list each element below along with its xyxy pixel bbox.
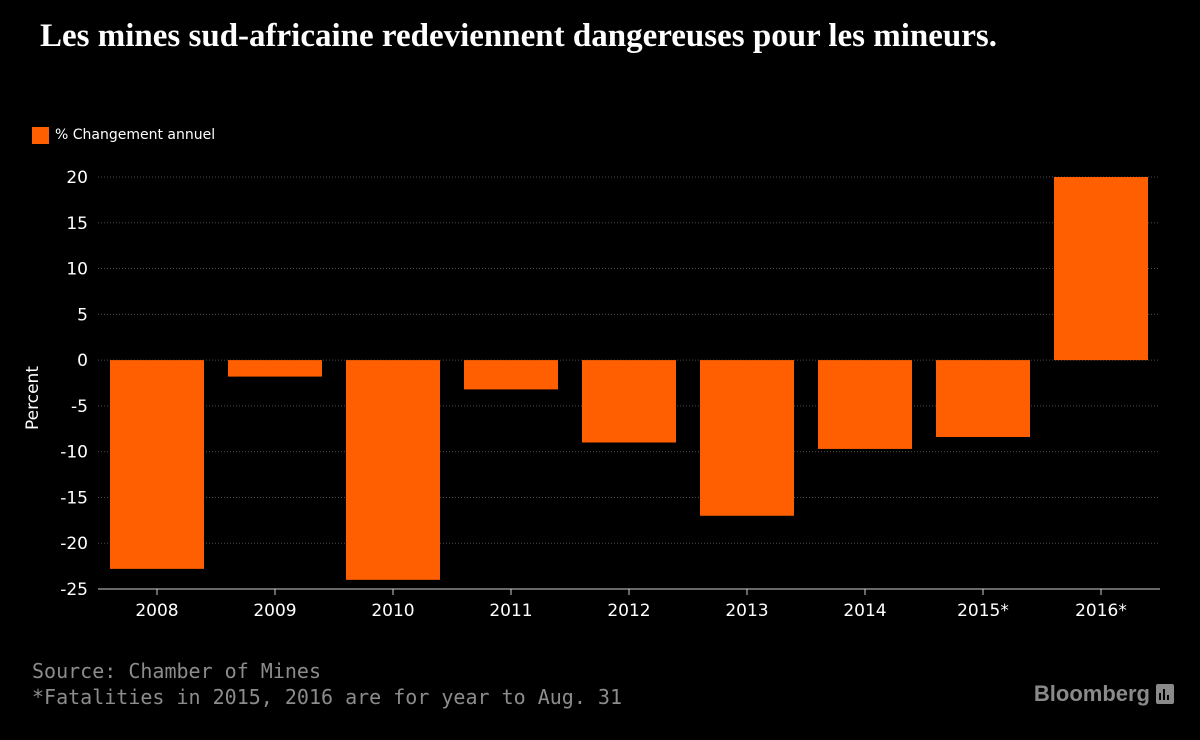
y-tick-label: 20: [66, 168, 88, 188]
axes: 20 15 10 5 0 -5 -10 -15 -20 -25 2008 2009 2010 2011 20…: [60, 168, 1160, 621]
bar-2009: [228, 360, 322, 377]
bar-2016: [1054, 177, 1148, 361]
y-tick-label: -15: [60, 488, 88, 508]
bar-2014: [818, 360, 912, 449]
y-tick-label: 5: [77, 305, 88, 325]
footnote: *Fatalities in 2015, 2016 are for year t…: [32, 685, 623, 709]
x-tick-label: 2010: [371, 601, 414, 621]
bar-2010: [346, 360, 440, 580]
bars: [110, 177, 1148, 580]
brand-name: Bloomberg: [1033, 681, 1150, 706]
bar-2013: [700, 360, 794, 516]
x-tick-label: 2016*: [1075, 601, 1127, 621]
legend-label: % Changement annuel: [55, 127, 216, 143]
y-tick-label: -20: [60, 534, 88, 554]
y-tick-label: -5: [71, 397, 88, 417]
bar-2008: [110, 360, 204, 569]
legend: % Changement annuel: [32, 126, 215, 144]
x-tick-label: 2015*: [957, 601, 1009, 621]
y-tick-label: 15: [66, 214, 88, 234]
bloomberg-chart-icon: [1156, 684, 1174, 704]
x-tick-label: 2009: [253, 601, 296, 621]
y-axis-label: Percent: [23, 366, 43, 430]
y-tick-label: 10: [66, 260, 88, 280]
y-tick-label: -25: [60, 580, 88, 600]
y-tick-label: 0: [77, 351, 88, 371]
chart-title: Les mines sud-africaine redeviennent dan…: [40, 18, 998, 54]
x-tick-label: 2013: [725, 601, 768, 621]
bar-2015: [936, 360, 1030, 438]
x-tick-label: 2008: [135, 601, 178, 621]
source-note: Source: Chamber of Mines: [32, 659, 321, 683]
x-tick-label: 2011: [489, 601, 532, 621]
legend-swatch: [32, 126, 49, 144]
bloomberg-logo: Bloomberg: [1034, 681, 1174, 707]
x-tick-label: 2014: [843, 601, 886, 621]
bar-2011: [464, 360, 558, 390]
x-tick-label: 2012: [607, 601, 650, 621]
y-tick-label: -10: [60, 443, 88, 463]
bar-2012: [582, 360, 676, 443]
